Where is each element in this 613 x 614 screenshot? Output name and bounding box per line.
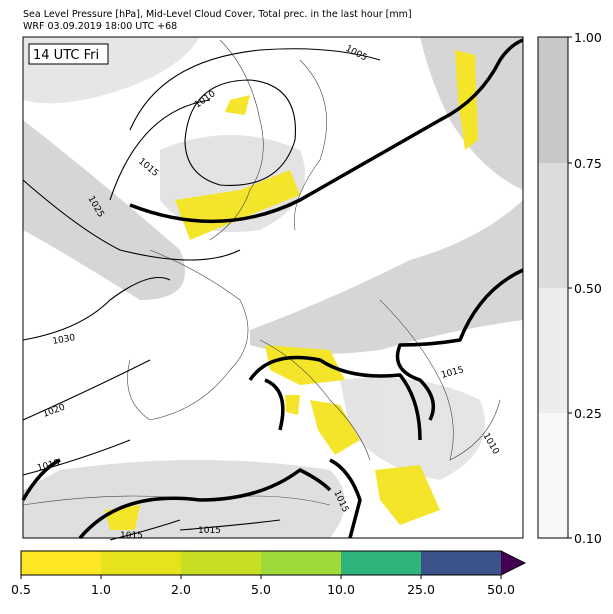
subtitle: WRF 03.09.2019 18:00 UTC +68 — [23, 21, 177, 32]
time-label: 14 UTC Fri — [33, 48, 99, 63]
tick-label: 0.75 — [574, 156, 602, 171]
tick-label: 5.0 — [251, 582, 271, 597]
cloud-colorbar: 0.10 0.25 0.50 0.75 1.00 — [537, 30, 602, 546]
tick-label: 1.00 — [574, 30, 602, 45]
tick-label: 50.0 — [487, 582, 515, 597]
isobar-label: 1015 — [120, 531, 143, 541]
tick-label: 0.10 — [574, 531, 602, 546]
map-area: 14 UTC Fri 1005 1010 1015 1025 1030 1020… — [21, 36, 524, 541]
tick-label: 25.0 — [407, 582, 435, 597]
isobar-label: 1030 — [52, 333, 77, 347]
tick-label: 10.0 — [327, 582, 355, 597]
title: Sea Level Pressure [hPa], Mid-Level Clou… — [23, 9, 412, 20]
tick-label: 0.5 — [11, 582, 31, 597]
tick-label: 2.0 — [171, 582, 191, 597]
isobar-label: 1015 — [198, 526, 221, 536]
tick-label: 0.25 — [574, 406, 602, 421]
tick-label: 1.0 — [91, 582, 111, 597]
tick-label: 0.50 — [574, 281, 602, 296]
precip-colorbar: 0.5 1.0 2.0 5.0 10.0 25.0 50.0 — [11, 550, 527, 597]
